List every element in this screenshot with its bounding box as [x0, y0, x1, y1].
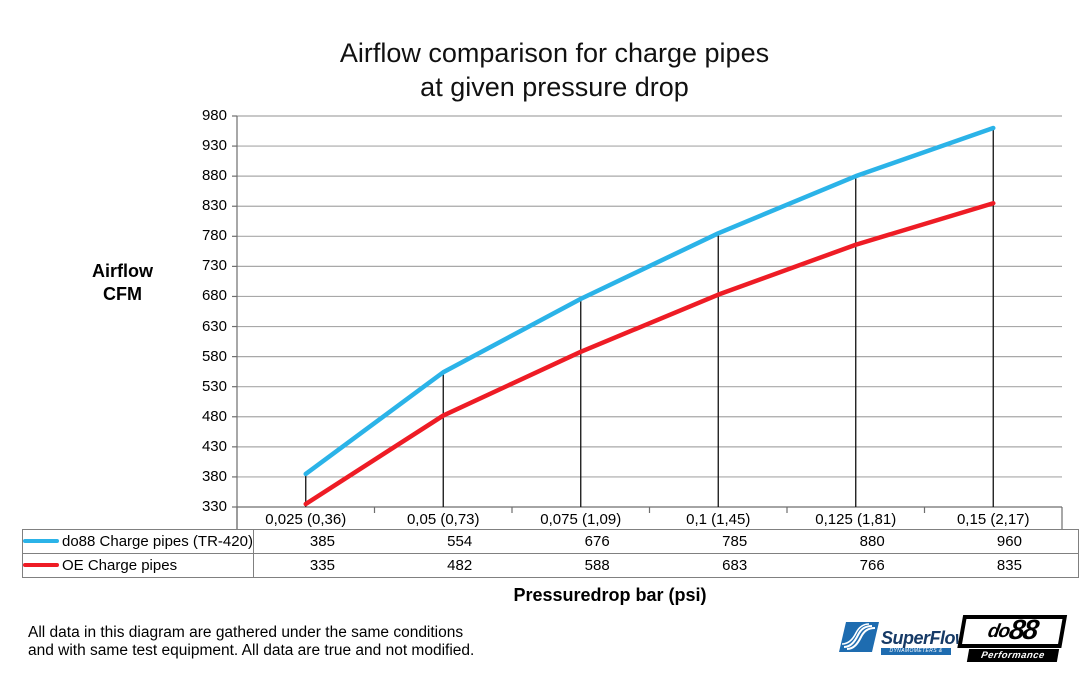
- value-cell: 960: [940, 529, 1079, 554]
- y-tick-label: 330: [201, 498, 227, 515]
- chart-title-line1: Airflow comparison for charge pipes: [339, 38, 770, 68]
- x-category-label: 0,05 (0,73): [406, 511, 480, 528]
- y-tick-label: 980: [201, 107, 227, 124]
- y-tick-label: 630: [201, 317, 227, 335]
- y-tick-label: 730: [201, 257, 227, 275]
- legend-cell: do88 Charge pipes (TR-420): [22, 529, 254, 554]
- table-row: do88 Charge pipes (TR-420) 385 554 676 785 88…: [22, 529, 1079, 554]
- x-category-label: 0,025 (0,36): [265, 511, 347, 528]
- x-axis-title: Pressuredrop bar (psi): [513, 585, 707, 605]
- y-tick-label: 930: [201, 137, 227, 155]
- legend-line-swatch: [23, 538, 59, 543]
- y-tick-label: 680: [201, 287, 227, 305]
- value-cell: 766: [803, 553, 941, 578]
- x-category-label: 0,1 (1,45): [686, 511, 751, 528]
- value-cell: 683: [665, 553, 804, 578]
- x-category-label: 0,125 (1,81): [815, 511, 897, 528]
- footnote-line2: and with same test equipment. All data a…: [28, 642, 475, 659]
- value-cell: 880: [803, 529, 941, 554]
- value-cell: 588: [528, 553, 666, 578]
- legend-label: OE Charge pipes: [62, 557, 178, 574]
- y-tick-label: 530: [201, 377, 227, 395]
- superflow-icon: [839, 622, 879, 652]
- superflow-tagline-bar: DYNAMOMETERS & FLOWBENCHES: [881, 648, 951, 655]
- x-category-label: 0,15 (2,17): [956, 511, 1030, 528]
- y-tick-label: 480: [201, 407, 227, 425]
- value-cell: 835: [940, 553, 1079, 578]
- value-cell: 385: [253, 529, 391, 554]
- footnote-line1: All data in this diagram are gathered un…: [28, 624, 464, 641]
- y-tick-label: 430: [201, 437, 227, 455]
- y-tick-label: 580: [201, 347, 227, 365]
- chart-title: Airflow comparison for charge pipes at g…: [28, 36, 1081, 104]
- x-category-label: 0,075 (1,09): [540, 511, 622, 528]
- table-row: OE Charge pipes 335 482 588 683 766 835: [22, 553, 1079, 578]
- series-line: [303, 200, 996, 507]
- footnote: All data in this diagram are gathered un…: [28, 624, 474, 660]
- y-axis-title-line2: CFM: [103, 284, 142, 304]
- do88-logo: do 88 Performance: [955, 614, 1068, 662]
- y-tick-label: 880: [201, 167, 227, 185]
- do88-performance-bar: Performance: [966, 649, 1060, 662]
- legend-label: do88 Charge pipes (TR-420): [62, 533, 253, 550]
- y-tick-label: 380: [201, 467, 227, 485]
- chart-title-line2: at given pressure drop: [420, 72, 689, 102]
- do88-wordmark: do 88: [957, 614, 1068, 648]
- value-cell: 554: [390, 529, 529, 554]
- value-cell: 482: [390, 553, 529, 578]
- y-tick-label: 830: [201, 197, 227, 215]
- value-cell: 676: [528, 529, 666, 554]
- y-axis-title-line1: Airflow: [92, 261, 153, 281]
- superflow-logo: SuperFlow™ DYNAMOMETERS & FLOWBENCHES: [839, 621, 974, 655]
- y-tick-label: 780: [201, 227, 227, 245]
- y-axis-tick-labels: 330 380 430 480 530 580 630 680 730 780 830 880 930 9…: [167, 0, 227, 673]
- legend-line-swatch: [23, 562, 59, 567]
- value-cell: 335: [253, 553, 391, 578]
- series-line: [303, 125, 996, 477]
- value-cell: 785: [665, 529, 804, 554]
- data-table: do88 Charge pipes (TR-420) 385 554 676 785 88…: [22, 529, 1079, 578]
- legend-cell: OE Charge pipes: [22, 553, 254, 578]
- y-axis-title: Airflow CFM: [60, 260, 185, 306]
